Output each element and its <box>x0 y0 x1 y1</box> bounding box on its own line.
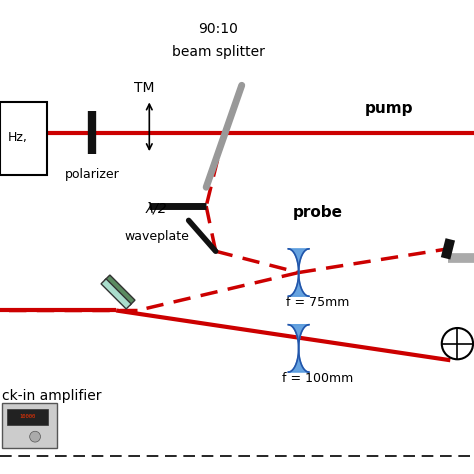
Text: beam splitter: beam splitter <box>172 45 264 59</box>
Text: Hz,: Hz, <box>8 131 28 144</box>
Polygon shape <box>288 249 309 296</box>
Polygon shape <box>288 325 309 372</box>
Polygon shape <box>101 279 131 309</box>
Text: pump: pump <box>365 101 413 116</box>
FancyBboxPatch shape <box>7 409 47 425</box>
Text: f = 75mm: f = 75mm <box>286 296 349 309</box>
Text: probe: probe <box>292 205 343 220</box>
Text: ck-in amplifier: ck-in amplifier <box>2 389 102 403</box>
Text: polarizer: polarizer <box>65 168 120 181</box>
Text: f = 100mm: f = 100mm <box>282 372 353 385</box>
Polygon shape <box>105 275 135 305</box>
Text: λ/2: λ/2 <box>146 201 167 216</box>
Text: TM: TM <box>134 81 155 95</box>
FancyBboxPatch shape <box>2 403 57 448</box>
Circle shape <box>30 431 40 442</box>
FancyBboxPatch shape <box>0 102 47 175</box>
Text: waveplate: waveplate <box>124 230 189 243</box>
Text: 90:10: 90:10 <box>198 21 238 36</box>
Text: 10000: 10000 <box>19 414 35 419</box>
